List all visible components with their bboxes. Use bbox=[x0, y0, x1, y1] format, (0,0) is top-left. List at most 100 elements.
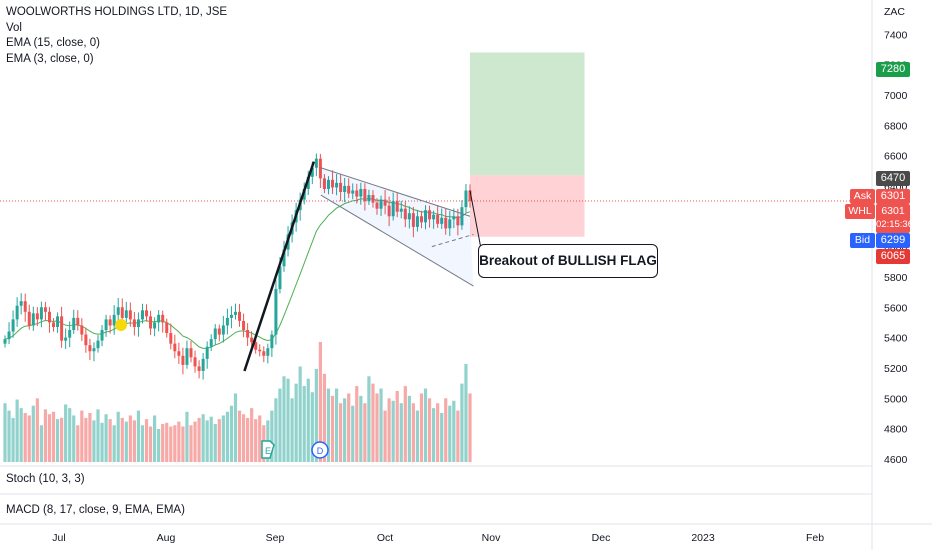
candle-body bbox=[84, 334, 88, 346]
price-tick-label: 5400 bbox=[884, 333, 908, 345]
volume-bar bbox=[80, 410, 84, 462]
candle-body bbox=[335, 182, 339, 188]
dividend-marker-label: D bbox=[317, 446, 324, 456]
volume-bar bbox=[193, 421, 197, 462]
volume-bar bbox=[419, 393, 424, 462]
volume-bar bbox=[383, 410, 387, 462]
drawing-trendlines[interactable] bbox=[243, 161, 483, 372]
volume-bar bbox=[403, 386, 407, 462]
volume-bar bbox=[76, 425, 80, 462]
stoch-pane-label[interactable]: Stoch (10, 3, 3) bbox=[6, 473, 85, 485]
candle-body bbox=[173, 343, 177, 352]
macd-pane-label[interactable]: MACD (8, 17, close, 9, EMA, EMA) bbox=[6, 504, 185, 516]
volume-bar bbox=[298, 366, 302, 462]
volume-bar bbox=[157, 428, 161, 462]
candle-body bbox=[149, 316, 153, 329]
volume-bar bbox=[185, 411, 189, 462]
flagpole-trendline bbox=[243, 161, 316, 372]
volume-bar bbox=[35, 398, 39, 462]
long-position-tool[interactable] bbox=[0, 52, 872, 237]
time-tick-label: 2023 bbox=[691, 532, 715, 544]
candle-body bbox=[92, 348, 96, 352]
candle-body bbox=[60, 316, 64, 341]
price-tick-label: 7400 bbox=[884, 29, 908, 41]
candle-body bbox=[7, 331, 11, 340]
volume-bar bbox=[387, 398, 391, 462]
volume-bar bbox=[217, 419, 221, 462]
volume-bar bbox=[241, 414, 246, 462]
volume-bar bbox=[468, 393, 472, 462]
candle-body bbox=[35, 313, 39, 320]
legend-ema-3[interactable]: EMA (3, close, 0) bbox=[6, 52, 94, 65]
volume-bar bbox=[96, 409, 100, 462]
volume-bar bbox=[108, 419, 112, 462]
candle-body bbox=[3, 339, 7, 344]
volume-bar bbox=[177, 421, 181, 462]
candle-body bbox=[27, 311, 31, 326]
volume-bar bbox=[181, 426, 185, 462]
price-tick-label: 6600 bbox=[884, 151, 908, 163]
volume-bar bbox=[112, 425, 116, 462]
candle-body bbox=[88, 345, 92, 352]
candle-body bbox=[411, 213, 415, 227]
annotation-callout[interactable]: Breakout of BULLISH FLAG bbox=[478, 244, 658, 278]
time-axis[interactable]: Jul Aug Sep Oct Nov Dec 2023 Feb bbox=[52, 532, 824, 544]
volume-bar bbox=[351, 405, 355, 462]
volume-bar bbox=[286, 378, 290, 462]
legend-vol[interactable]: Vol bbox=[6, 21, 22, 34]
candle-body bbox=[72, 317, 76, 331]
legend-ema-15[interactable]: EMA (15, close, 0) bbox=[6, 37, 100, 49]
volume-bar bbox=[213, 424, 217, 462]
candle-body bbox=[209, 339, 213, 347]
volume-bar bbox=[165, 422, 169, 462]
candle-body bbox=[238, 311, 242, 321]
volume-bar bbox=[440, 413, 444, 462]
flag-channel-line bbox=[320, 194, 474, 287]
currency-label: ZAC bbox=[884, 6, 905, 18]
volume-bars bbox=[3, 342, 472, 462]
volume-bar bbox=[399, 403, 403, 462]
volume-bar bbox=[427, 398, 432, 462]
volume-bar bbox=[209, 416, 213, 462]
volume-bar bbox=[140, 425, 145, 462]
candle-body bbox=[193, 357, 197, 367]
candle-body bbox=[359, 188, 363, 197]
volume-bar bbox=[314, 368, 318, 462]
volume-bar bbox=[148, 426, 153, 462]
volume-bar bbox=[334, 388, 339, 462]
earnings-marker bbox=[261, 440, 275, 459]
volume-bar bbox=[339, 403, 343, 462]
flag-channel-fill bbox=[320, 167, 474, 287]
dividend-marker bbox=[311, 441, 329, 459]
volume-bar bbox=[205, 420, 209, 462]
candle-body bbox=[250, 337, 254, 343]
candle-body bbox=[440, 217, 444, 224]
candle-body bbox=[140, 310, 144, 320]
volume-bar bbox=[355, 386, 359, 462]
candle-body bbox=[331, 179, 335, 188]
volume-bar bbox=[423, 388, 428, 462]
volume-bar bbox=[359, 395, 363, 462]
time-tick-label: Dec bbox=[592, 532, 611, 544]
candle-body bbox=[112, 314, 116, 326]
candle-body bbox=[201, 358, 205, 371]
volume-bar bbox=[189, 425, 193, 462]
volume-bar bbox=[258, 415, 262, 462]
candle-body bbox=[419, 216, 423, 223]
candle-body bbox=[64, 337, 68, 341]
bar-countdown: 02:15:36 bbox=[876, 219, 913, 230]
volume-bar bbox=[68, 408, 72, 462]
candle-body bbox=[165, 322, 169, 334]
legend-symbol[interactable]: WOOLWORTHS HOLDINGS LTD, 1D, JSE bbox=[6, 6, 228, 18]
candle-body bbox=[104, 319, 108, 331]
candle-body bbox=[225, 317, 229, 326]
target-zone bbox=[470, 52, 585, 176]
candle-body bbox=[383, 199, 387, 206]
volume-bar bbox=[173, 425, 177, 462]
stop-price-tag: 6065 bbox=[876, 249, 910, 264]
alert-dot-marker bbox=[115, 319, 127, 331]
volume-bar bbox=[379, 388, 383, 462]
volume-bar bbox=[136, 410, 141, 462]
